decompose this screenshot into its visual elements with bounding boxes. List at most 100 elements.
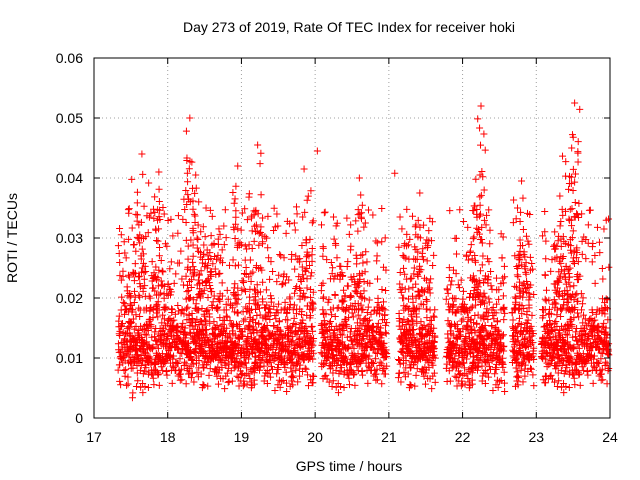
data-point: [202, 317, 210, 325]
data-point: [340, 286, 348, 294]
data-point: [571, 170, 579, 178]
data-point: [416, 223, 424, 231]
data-point: [193, 281, 201, 289]
data-point: [182, 380, 190, 388]
data-point: [483, 211, 491, 219]
data-point: [275, 300, 283, 308]
data-point: [560, 389, 568, 397]
data-point: [271, 349, 279, 357]
data-point: [129, 364, 137, 372]
data-point: [359, 332, 367, 340]
data-point: [547, 310, 555, 318]
data-point: [463, 355, 471, 363]
data-point: [193, 329, 201, 337]
data-point: [179, 215, 187, 223]
data-point: [597, 376, 605, 384]
data-point: [591, 279, 599, 287]
data-point: [136, 280, 144, 288]
data-point: [426, 320, 434, 328]
data-point: [193, 315, 201, 323]
data-point: [516, 217, 524, 225]
data-point: [246, 293, 254, 301]
data-point: [560, 238, 568, 246]
data-point: [398, 318, 406, 326]
data-point: [277, 252, 285, 260]
data-point: [116, 327, 124, 335]
x-tick-label: 22: [455, 429, 471, 445]
data-point: [193, 234, 201, 242]
data-point: [309, 327, 317, 335]
data-point: [142, 364, 150, 372]
data-point: [598, 365, 606, 373]
data-point: [484, 255, 492, 263]
data-point: [360, 277, 368, 285]
data-point: [524, 237, 532, 245]
data-point: [329, 264, 337, 272]
data-point: [291, 289, 299, 297]
data-point: [575, 199, 583, 207]
data-point: [513, 355, 521, 363]
data-point: [429, 312, 437, 320]
data-point: [369, 211, 377, 219]
data-point: [252, 296, 260, 304]
data-point: [184, 178, 192, 186]
data-point: [456, 206, 464, 214]
data-point: [415, 305, 423, 313]
data-point: [115, 312, 123, 320]
data-point: [565, 185, 573, 193]
data-point: [319, 252, 327, 260]
data-point: [522, 270, 530, 278]
data-point: [400, 315, 408, 323]
data-point: [276, 251, 284, 259]
data-point: [214, 295, 222, 303]
data-point: [383, 362, 391, 370]
data-point: [167, 288, 175, 296]
data-point: [124, 271, 132, 279]
data-point: [204, 294, 212, 302]
data-point: [241, 315, 249, 323]
data-point: [295, 273, 303, 281]
data-point: [599, 275, 607, 283]
data-point: [498, 332, 506, 340]
data-point: [301, 294, 309, 302]
data-point: [565, 383, 573, 391]
data-point: [349, 313, 357, 321]
data-point: [491, 370, 499, 378]
data-point: [587, 351, 595, 359]
data-point: [150, 269, 158, 277]
data-point: [416, 234, 424, 242]
data-point: [114, 366, 122, 374]
data-point: [240, 269, 248, 277]
data-point: [338, 331, 346, 339]
data-point: [154, 216, 162, 224]
data-point: [418, 249, 426, 257]
data-point: [288, 333, 296, 341]
data-point: [154, 371, 162, 379]
data-point: [122, 305, 130, 313]
data-point: [458, 377, 466, 385]
data-point: [151, 287, 159, 295]
data-point: [453, 306, 461, 314]
data-point: [215, 369, 223, 377]
data-point: [199, 259, 207, 267]
data-point: [237, 371, 245, 379]
data-point: [288, 251, 296, 259]
data-point: [447, 281, 455, 289]
data-point: [398, 284, 406, 292]
data-point: [302, 236, 310, 244]
data-point: [452, 270, 460, 278]
data-point: [119, 320, 127, 328]
data-point: [500, 368, 508, 376]
data-point: [117, 276, 125, 284]
data-point: [123, 283, 131, 291]
data-point: [449, 331, 457, 339]
data-point: [553, 284, 561, 292]
data-point: [521, 361, 529, 369]
data-point: [467, 304, 475, 312]
data-point: [218, 364, 226, 372]
data-point: [473, 224, 481, 232]
data-point: [543, 286, 551, 294]
data-point: [480, 278, 488, 286]
x-axis-label: GPS time / hours: [296, 458, 403, 474]
data-point: [500, 316, 508, 324]
